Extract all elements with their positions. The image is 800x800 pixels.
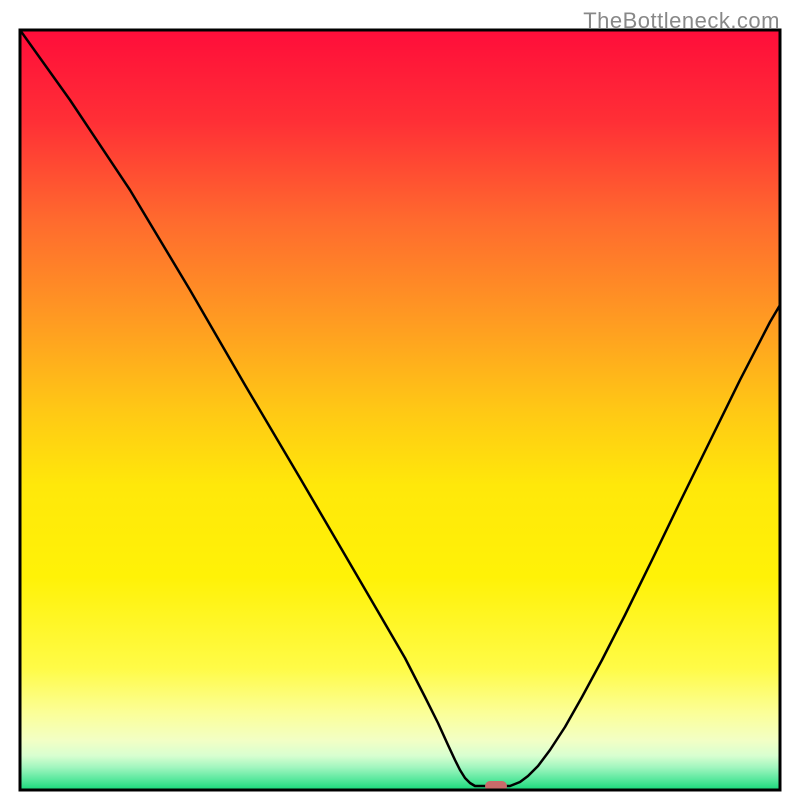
chart-svg <box>0 0 800 800</box>
watermark-label: TheBottleneck.com <box>583 8 780 34</box>
plot-background <box>20 30 780 790</box>
chart-stage: TheBottleneck.com <box>0 0 800 800</box>
